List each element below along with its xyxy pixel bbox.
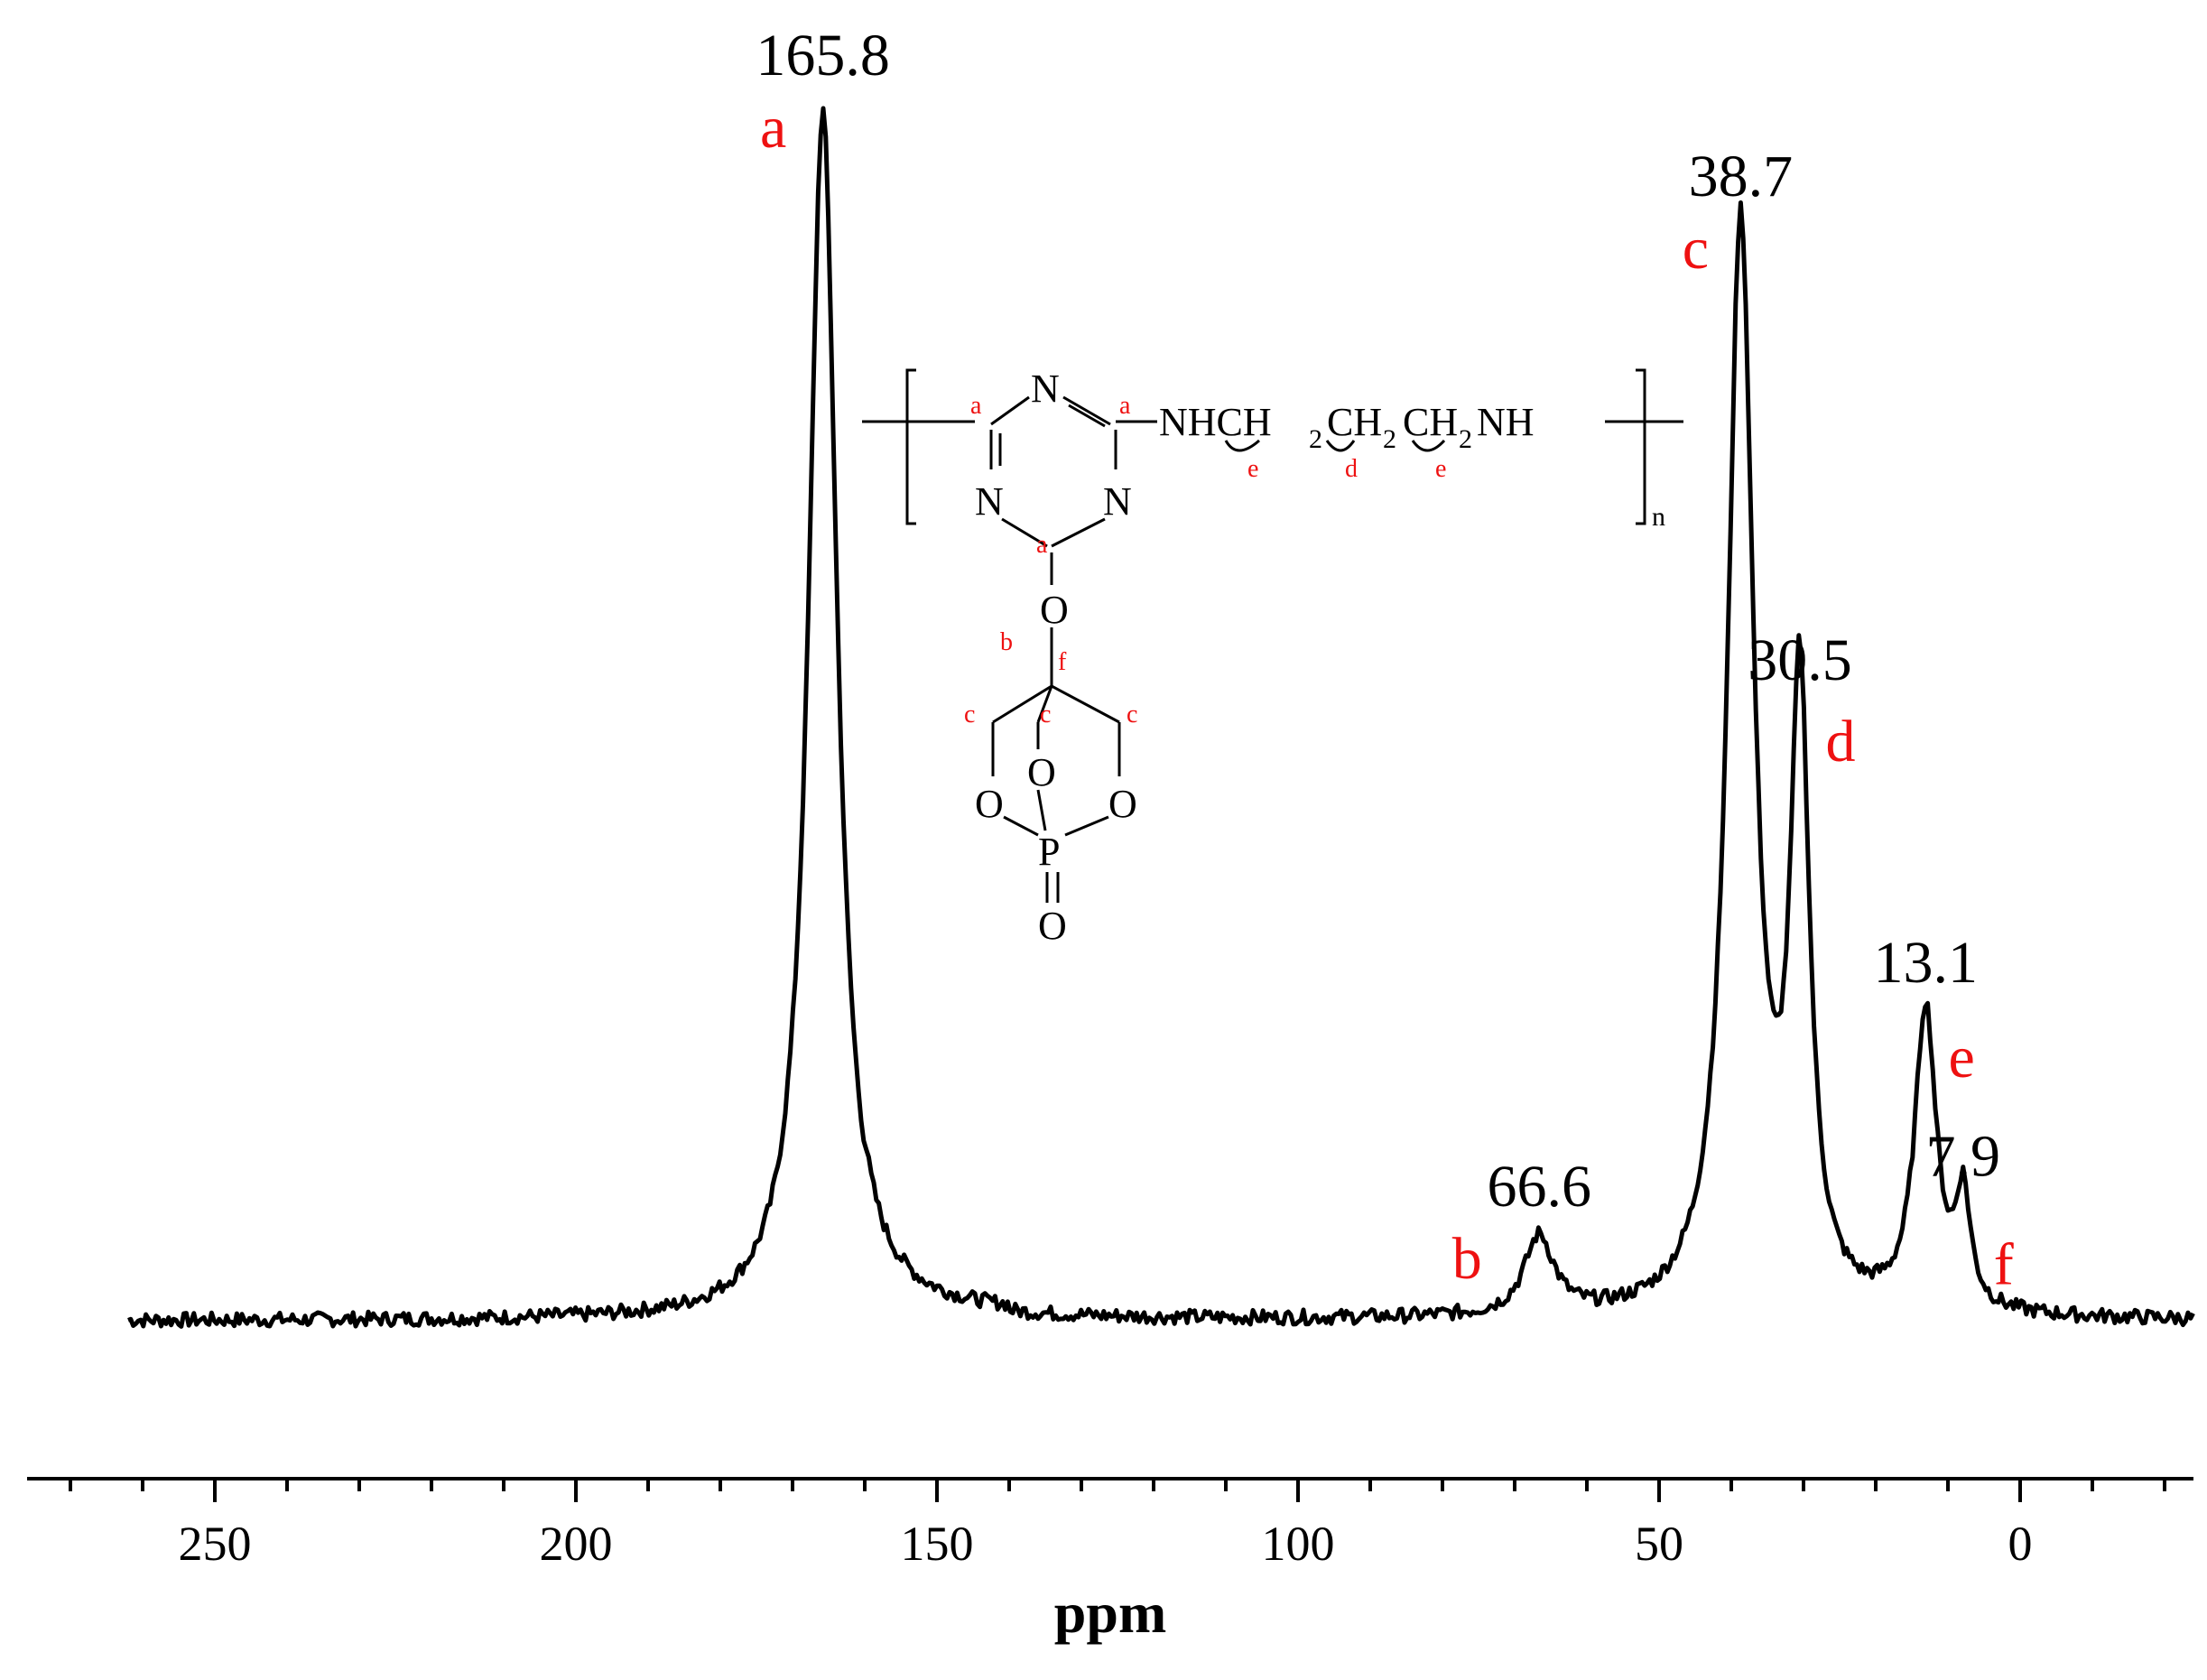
- o-right-to-p: [1064, 815, 1109, 837]
- carbon-label-c3: c: [1127, 701, 1137, 729]
- x-tick-label-100: 100: [1262, 1517, 1335, 1571]
- x-axis-tick-labels: 250 200 150 100 50 0: [179, 1517, 2033, 1571]
- chain-nh-right: NH: [1477, 400, 1535, 444]
- x-axis-ticks: [69, 1479, 2166, 1502]
- carbon-label-a1: a: [970, 392, 982, 420]
- chain-brace-d: [1325, 440, 1356, 452]
- carbon-label-b: b: [1000, 628, 1013, 656]
- quat-to-c-right: [1051, 684, 1120, 724]
- peak-value-label-c: 38.7: [1689, 144, 1794, 209]
- peak-letter-c: c: [1683, 216, 1709, 282]
- carbon-label-c1: c: [964, 701, 975, 729]
- carbon-label-f: f: [1058, 648, 1067, 676]
- peak-letter-d: d: [1826, 709, 1856, 775]
- carbon-label-d: d: [1345, 455, 1358, 483]
- peak-value-label-e: 13.1: [1873, 930, 1978, 996]
- x-axis-title: ppm: [1054, 1581, 1167, 1645]
- ring-n-top: N: [1031, 367, 1060, 411]
- chain-ch-mid: CH: [1327, 400, 1382, 444]
- ether-oxygen: O: [1040, 588, 1069, 632]
- ring-n-right: N: [1103, 479, 1132, 524]
- chain-sub-1: 2: [1309, 424, 1322, 454]
- x-tick-label-50: 50: [1635, 1517, 1683, 1571]
- phosphoryl-oxygen: O: [1038, 904, 1067, 948]
- peak-letter-a: a: [760, 95, 786, 161]
- quat-to-c-mid: [1036, 685, 1053, 723]
- peak-letter-e: e: [1949, 1025, 1975, 1091]
- chain-brace-e1: [1224, 439, 1260, 452]
- carbon-label-e1: e: [1247, 455, 1258, 483]
- chain-ch-right: CH: [1403, 400, 1458, 444]
- ring-bond-2b: [1068, 404, 1106, 428]
- carbon-label-a2: a: [1119, 392, 1131, 420]
- x-tick-label-0: 0: [2008, 1517, 2033, 1571]
- x-tick-label-250: 250: [179, 1517, 252, 1571]
- chemical-structure: n N N N a a a NHCH 2 CH 2 CH 2 NH e d e …: [862, 367, 1683, 948]
- spectrum-line: [127, 106, 2195, 1329]
- x-tick-label-200: 200: [540, 1517, 613, 1571]
- right-bracket: [1636, 368, 1646, 525]
- carbon-label-a3: a: [1036, 531, 1048, 559]
- ring-bond-5: [1001, 517, 1048, 548]
- carbon-label-c2: c: [1040, 701, 1051, 729]
- o-left-to-p: [1003, 815, 1039, 837]
- chain-brace-e2: [1411, 439, 1446, 452]
- ring-bond-4: [1051, 517, 1106, 548]
- ring-bond-1: [990, 395, 1030, 426]
- oxygen-left: O: [975, 782, 1004, 826]
- x-tick-label-150: 150: [901, 1517, 974, 1571]
- ring-n-left: N: [975, 479, 1004, 524]
- peak-value-label-d: 30.5: [1748, 627, 1852, 693]
- peak-value-label-a: 165.8: [756, 23, 890, 88]
- left-bracket: [905, 368, 916, 525]
- phosphorus-atom: P: [1038, 830, 1060, 874]
- chain-sub-3: 2: [1459, 424, 1472, 454]
- peak-letter-b: b: [1452, 1226, 1482, 1292]
- quat-to-c-left: [992, 684, 1052, 724]
- o-mid-to-p: [1036, 789, 1047, 831]
- peak-value-label-f: 7.9: [1926, 1124, 2001, 1190]
- oxygen-right: O: [1108, 782, 1137, 826]
- peak-value-label-b: 66.6: [1487, 1154, 1591, 1220]
- oxygen-mid: O: [1027, 750, 1056, 794]
- ring-bond-2: [1062, 395, 1111, 426]
- repeat-subscript-n: n: [1652, 502, 1665, 532]
- chain-nh-left: NHCH: [1159, 400, 1272, 444]
- carbon-label-e2: e: [1435, 455, 1446, 483]
- peak-letter-f: f: [1994, 1232, 2014, 1298]
- chain-sub-2: 2: [1383, 424, 1396, 454]
